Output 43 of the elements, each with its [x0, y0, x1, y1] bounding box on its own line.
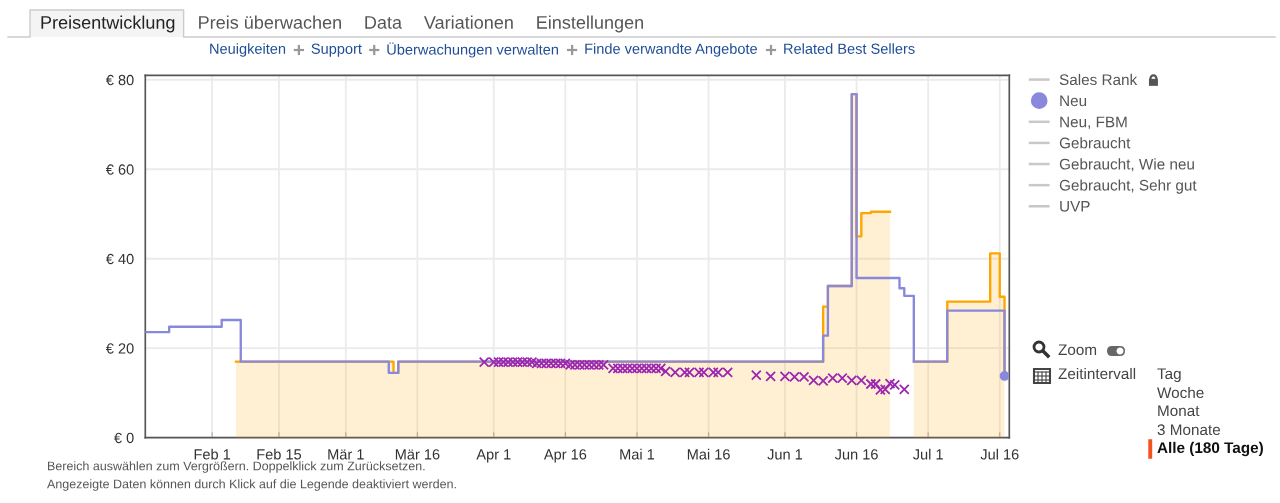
text: Neuigkeiten — [210, 43, 286, 57]
legend-label: Gebraucht, Sehr gut — [1059, 179, 1197, 194]
x-tick-label: Jun 16 — [834, 449, 878, 460]
text: Related Best Sellers — [784, 43, 915, 54]
x-tick-label: Jun 1 — [767, 449, 803, 460]
x-tick-label: Feb 15 — [257, 448, 302, 460]
text: Variationen — [423, 15, 513, 29]
legend-label: Gebraucht, Wie neu — [1059, 158, 1194, 172]
text: Tag — [1157, 368, 1181, 383]
text: Überwachungen verwalten — [387, 42, 558, 58]
legend-label: Sales Rank — [1059, 73, 1138, 86]
text: Zoom — [1058, 344, 1097, 356]
text: Woche — [1157, 386, 1204, 399]
x-tick-label: Mär 1 — [328, 449, 364, 460]
text: Data — [365, 16, 403, 29]
text: Monat — [1158, 405, 1200, 417]
legend-label: UVP — [1060, 201, 1090, 212]
y-tick-label: € 20 — [105, 343, 134, 354]
y-tick-label: € 60 — [105, 164, 134, 175]
text: Zeitintervall — [1058, 367, 1136, 380]
legend-label: Neu — [1060, 95, 1087, 107]
x-tick-label: Mai 16 — [687, 448, 730, 460]
x-tick-label: Jul 1 — [912, 448, 943, 460]
text: Support — [311, 43, 362, 57]
legend-label: Neu, FBM — [1060, 116, 1127, 130]
text: Alle (180 Tage) — [1157, 441, 1263, 457]
text: Bereich auswählen zum Vergrößern. Doppelklick zum Zurücksetzen. — [48, 461, 425, 473]
x-tick-label: Apr 1 — [476, 449, 511, 463]
text: Angezeigte Daten können durch Klick auf die Legende deaktiviert werden. — [47, 479, 456, 491]
x-tick-label: Mär 16 — [395, 449, 440, 460]
text: Einstellungen — [537, 15, 643, 33]
y-tick-label: € 0 — [114, 432, 134, 444]
text: 3 Monate — [1157, 424, 1221, 436]
x-tick-label: Jul 16 — [980, 448, 1019, 460]
y-tick-label: € 40 — [105, 253, 134, 265]
text: Preis überwachen — [199, 15, 341, 29]
y-tick-label: € 80 — [105, 74, 134, 86]
x-tick-label: Mai 1 — [620, 448, 655, 460]
x-tick-label: Feb 1 — [194, 448, 231, 460]
text: Preisentwicklung — [41, 15, 175, 33]
legend-label: Gebraucht — [1059, 137, 1131, 149]
x-tick-label: Apr 16 — [543, 449, 587, 463]
text: Finde verwandte Angebote — [585, 43, 757, 57]
